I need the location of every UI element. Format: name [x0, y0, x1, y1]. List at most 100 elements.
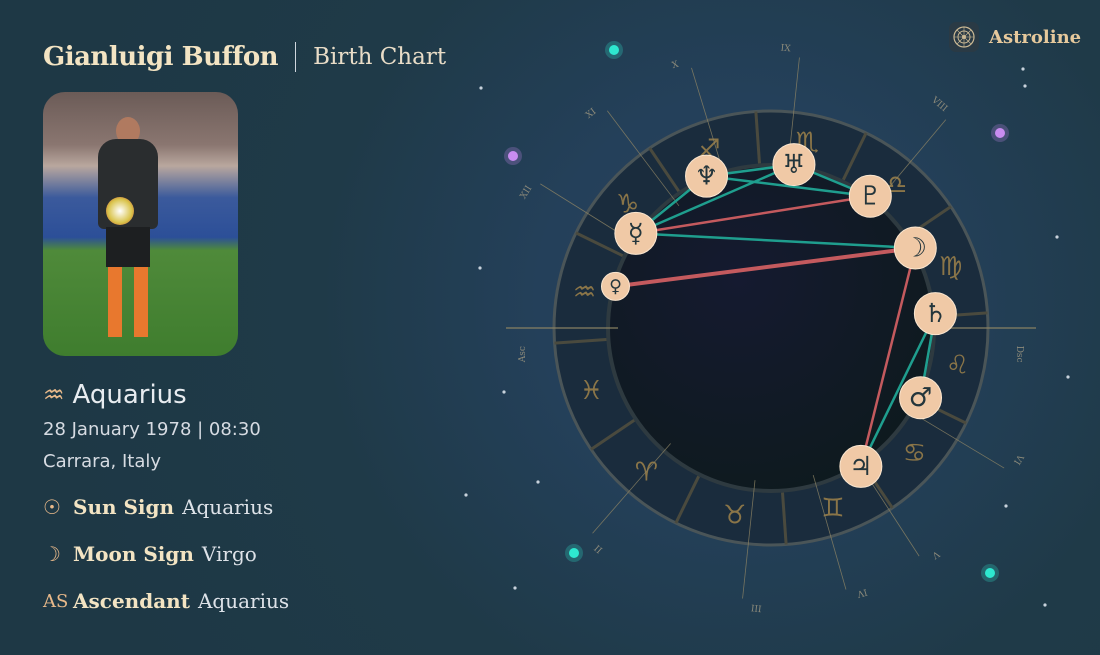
- mars-planet[interactable]: ♂︎: [899, 376, 943, 420]
- aspect-line-mercury-uranus: [635, 163, 795, 235]
- moon-sign-row: ☽︎ Moon Sign Virgo: [43, 542, 257, 566]
- star: [478, 266, 482, 270]
- glow-star: [609, 45, 619, 55]
- star: [1021, 67, 1025, 71]
- zodiac-wheel-icon: [949, 22, 979, 52]
- ascendant-row: AS Ascendant Aquarius: [43, 589, 289, 613]
- house-cusp-line: [592, 443, 671, 534]
- aspect-line-neptune-pluto: [706, 174, 871, 198]
- uranus-planet[interactable]: ♅︎: [772, 143, 816, 187]
- person-name: Gianluigi Buffon: [43, 42, 279, 72]
- house-label: VI: [1011, 451, 1025, 466]
- house-cusp-line: [742, 480, 756, 599]
- house-label: V: [929, 548, 941, 561]
- moon-planet[interactable]: ☽︎: [893, 226, 937, 270]
- house-label: II: [593, 542, 605, 555]
- house-label: Asc: [518, 346, 528, 363]
- star: [1066, 375, 1070, 379]
- house-cusp-line: [812, 474, 847, 590]
- brand-name: Astroline: [989, 26, 1082, 48]
- pluto-icon: ♇︎: [859, 182, 883, 212]
- sign-divider: [674, 475, 701, 524]
- sun-sign-label: Sun Sign: [73, 495, 175, 519]
- star: [1055, 235, 1059, 239]
- moon-sign-value: Virgo: [201, 542, 257, 566]
- glow-star: [985, 568, 995, 578]
- house-label: VIII: [929, 95, 950, 115]
- aspect-line-venus-moon: [615, 246, 916, 289]
- mercury-planet[interactable]: ☿︎: [614, 211, 658, 255]
- page-title: Gianluigi Buffon Birth Chart: [43, 42, 446, 72]
- page-subtitle: Birth Chart: [313, 44, 447, 70]
- pluto-planet[interactable]: ♇︎: [848, 174, 892, 218]
- glow-star: [569, 548, 579, 558]
- jupiter-icon: ♃︎: [849, 452, 873, 482]
- sign-divider: [841, 132, 868, 181]
- house-label: IV: [855, 586, 868, 599]
- mars-icon: ♂︎: [909, 383, 933, 413]
- venus-icon: ♀︎: [609, 277, 622, 297]
- sign-divider: [554, 338, 607, 345]
- sign-divider: [590, 419, 636, 451]
- ascendant-value: Aquarius: [197, 589, 290, 613]
- aspect-line-moon-jupiter: [859, 247, 917, 467]
- glow-star: [995, 128, 1005, 138]
- aspect-line-mercury-pluto: [635, 194, 871, 235]
- sign-divider: [781, 492, 788, 545]
- zodiac-sign: ♒︎ Aquarius: [43, 380, 187, 410]
- sign-divider: [648, 147, 680, 193]
- ascendant-label: Ascendant: [73, 589, 190, 613]
- sign-divider: [754, 111, 761, 164]
- moon-icon: ☽︎: [43, 542, 61, 566]
- house-label: X: [671, 59, 681, 71]
- aspect-line-saturn-jupiter: [859, 313, 937, 467]
- gemini-icon: ♊︎: [821, 494, 844, 524]
- venus-planet[interactable]: ♀︎: [600, 271, 630, 301]
- uranus-icon: ♅︎: [782, 150, 806, 180]
- moon-icon: ☽︎: [904, 233, 928, 263]
- capricorn-icon: ♑︎: [616, 189, 639, 219]
- sun-sign-row: ☉︎ Sun Sign Aquarius: [43, 495, 273, 519]
- virgo-icon: ♍︎: [939, 252, 962, 282]
- house-label: XI: [584, 107, 598, 121]
- star: [479, 86, 483, 90]
- saturn-planet[interactable]: ♄︎: [913, 292, 957, 336]
- neptune-icon: ♆︎: [695, 162, 719, 192]
- house-label: III: [750, 602, 762, 613]
- title-divider: [295, 42, 297, 72]
- aquarius-icon: ♒︎: [573, 278, 596, 308]
- house-label: XII: [519, 184, 535, 201]
- glow-star: [508, 151, 518, 161]
- neptune-planet[interactable]: ♆︎: [685, 154, 729, 198]
- taurus-icon: ♉︎: [723, 501, 746, 531]
- sun-icon: ☉︎: [43, 495, 61, 519]
- birth-place: Carrara, Italy: [43, 451, 162, 472]
- sign-divider: [575, 231, 624, 258]
- moon-sign-label: Moon Sign: [73, 542, 194, 566]
- saturn-icon: ♄︎: [924, 299, 948, 329]
- star: [536, 480, 540, 484]
- inner-circle: [606, 163, 936, 493]
- mercury-icon: ☿︎: [628, 219, 644, 249]
- star: [1004, 504, 1008, 508]
- house-label: Dsc: [1014, 346, 1024, 363]
- star: [502, 390, 506, 394]
- star: [1023, 84, 1027, 88]
- aspect-line-mercury-moon: [635, 232, 916, 250]
- brand[interactable]: Astroline: [949, 22, 1081, 52]
- house-label: IX: [780, 43, 792, 54]
- star: [1043, 603, 1047, 607]
- jupiter-planet[interactable]: ♃︎: [839, 444, 883, 488]
- star: [513, 586, 517, 590]
- aquarius-icon: ♒︎: [43, 381, 65, 409]
- cancer-icon: ♋︎: [903, 439, 926, 469]
- star: [464, 493, 468, 497]
- sign-name: Aquarius: [72, 380, 187, 410]
- person-photo: [43, 92, 238, 356]
- sun-sign-value: Aquarius: [182, 495, 274, 519]
- house-cusp-line: [606, 110, 680, 207]
- pisces-icon: ♓︎: [580, 376, 603, 406]
- ascendant-icon: AS: [43, 590, 69, 612]
- leo-icon: ♌︎: [946, 350, 969, 380]
